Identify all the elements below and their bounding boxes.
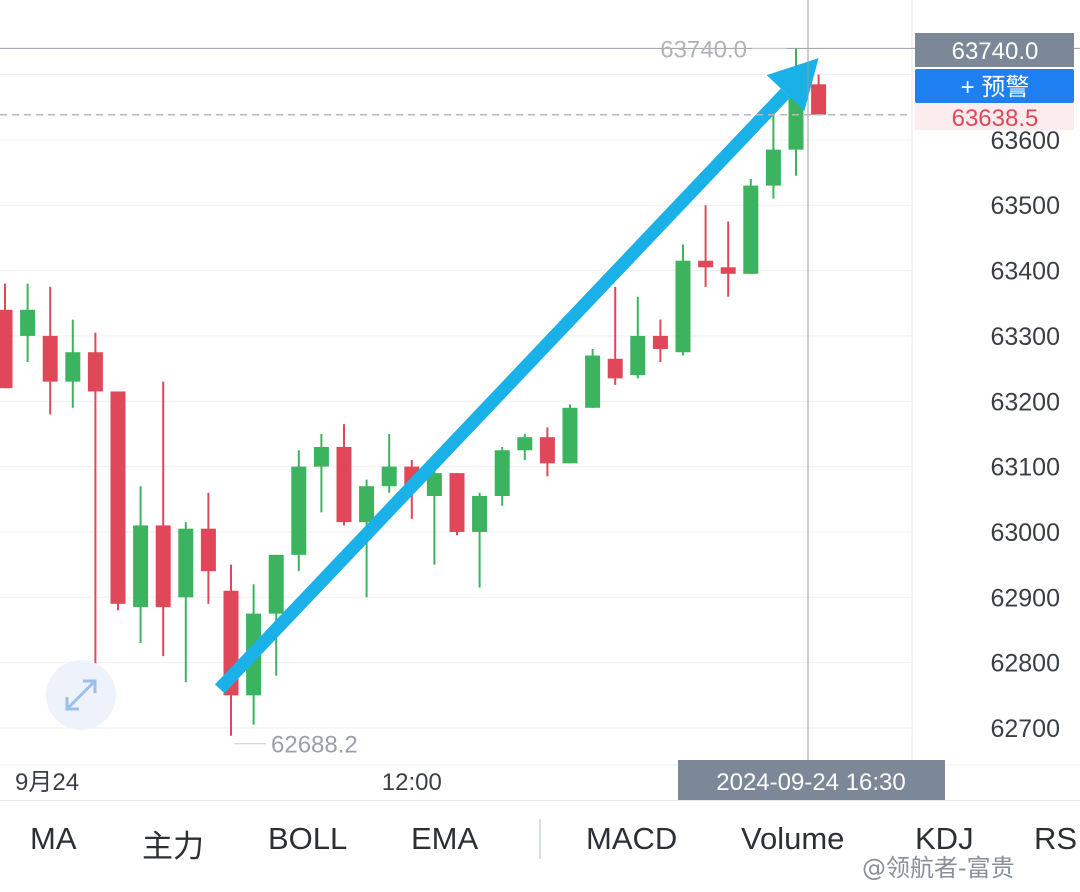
- tab-volume[interactable]: Volume: [741, 821, 845, 856]
- crosshair-price-badge: [915, 33, 1074, 67]
- x-tick-label: 9月24: [15, 769, 79, 796]
- candle-body: [426, 473, 442, 497]
- candle-body: [291, 466, 307, 555]
- price-alert-button[interactable]: [915, 69, 1074, 103]
- candle-body: [87, 352, 103, 392]
- candle-body: [20, 309, 36, 336]
- candle-body: [494, 450, 510, 497]
- watermark: @领航者-富贵: [862, 854, 1015, 882]
- y-tick-label: 62700: [990, 715, 1060, 743]
- candle-body: [720, 267, 736, 274]
- candle-body: [110, 391, 126, 604]
- current-price-badge: [915, 103, 1074, 130]
- y-tick-label: 63200: [990, 388, 1060, 416]
- candle-body: [0, 309, 13, 389]
- candles: [0, 48, 827, 736]
- candle-body: [200, 528, 216, 572]
- expand-arrows-icon[interactable]: [46, 660, 116, 730]
- crosshair-price-text: 63740.0: [952, 38, 1039, 65]
- y-tick-label: 63300: [990, 323, 1060, 351]
- candle-body: [562, 407, 578, 464]
- candle-body: [652, 335, 668, 349]
- expand-icon-stroke[interactable]: [83, 679, 97, 693]
- candle-body: [359, 486, 375, 523]
- tab-ema[interactable]: EMA: [411, 821, 479, 856]
- high-price-label: 63740.0: [660, 36, 747, 63]
- candle-body: [381, 466, 397, 487]
- candle-body: [675, 260, 691, 353]
- candle-body: [65, 352, 81, 382]
- tab-rsi[interactable]: RSI: [1034, 821, 1080, 856]
- x-tick-label: 12:00: [382, 769, 442, 796]
- current-price-text: 63638.5: [952, 105, 1039, 132]
- candle-body: [765, 149, 781, 186]
- crosshair-time-text: 2024-09-24 16:30: [716, 769, 906, 796]
- trend-arrow-head: [766, 58, 819, 111]
- candle-body: [517, 437, 533, 451]
- candle-body: [743, 185, 759, 274]
- candle-body: [133, 525, 149, 608]
- tab-boll[interactable]: BOLL: [268, 821, 348, 856]
- trend-arrow-shaft: [214, 88, 791, 694]
- candle-body: [449, 473, 465, 532]
- candle-body: [607, 358, 623, 379]
- y-tick-label: 62800: [990, 650, 1060, 678]
- y-tick-label: 62900: [990, 584, 1060, 612]
- indicator-tabbar: MA 主力 BOLL EMA MACD Volume KDJ RSI: [0, 800, 1080, 892]
- candle-body: [313, 446, 329, 467]
- expand-icon-stroke[interactable]: [65, 679, 97, 711]
- y-tick-label: 63500: [990, 192, 1060, 220]
- crosshair-time-badge: [678, 760, 945, 800]
- tab-kdj[interactable]: KDJ: [915, 821, 974, 856]
- candle-body: [42, 335, 58, 382]
- candle-body: [336, 446, 352, 523]
- expand-icon-stroke[interactable]: [65, 697, 79, 711]
- candle-body: [472, 496, 488, 532]
- candle-body: [585, 355, 601, 408]
- candle-body: [178, 528, 194, 598]
- tab-ma[interactable]: MA: [30, 821, 77, 856]
- tab-macd[interactable]: MACD: [586, 821, 678, 856]
- candle-body: [630, 335, 646, 376]
- y-tick-label: 63100: [990, 454, 1060, 482]
- annotations: 63740.0 62688.2 63740.0 + 预警 63638.5 2024-09-…: [0, 0, 1080, 800]
- candle-body: [698, 260, 714, 268]
- low-price-label: 62688.2: [271, 732, 358, 759]
- y-tick-label: 63000: [990, 519, 1060, 547]
- trend-arrow: [214, 58, 819, 694]
- price-axis: 62700 62800 62900 63000 63100 63200 63300 63400…: [15, 127, 1060, 796]
- candlestick-chart: 62700 62800 62900 63000 63100 63200 63300 63400…: [0, 0, 1080, 800]
- candle-body: [539, 437, 555, 464]
- candle-body: [268, 554, 284, 614]
- candle-body: [155, 525, 171, 608]
- candle-body: [811, 84, 827, 115]
- tab-divider: [539, 819, 541, 859]
- price-alert-label[interactable]: + 预警: [961, 74, 1030, 101]
- y-tick-label: 63400: [990, 258, 1060, 286]
- y-tick-label: 63600: [990, 127, 1060, 155]
- tab-main-force[interactable]: 主力: [142, 829, 204, 864]
